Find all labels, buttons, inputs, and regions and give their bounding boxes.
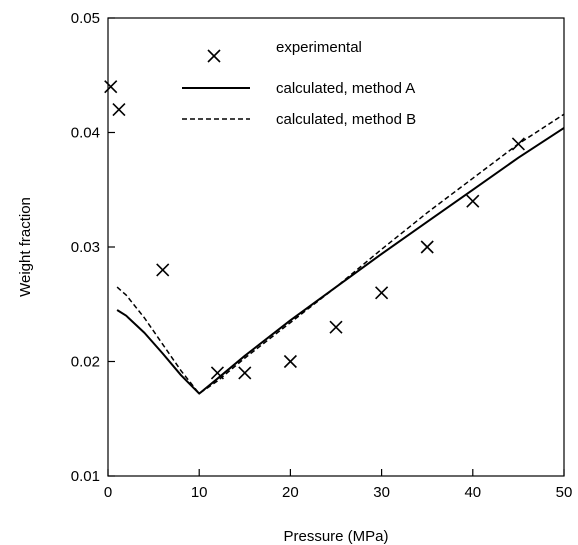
x-tick-label: 30 bbox=[373, 484, 390, 501]
x-tick-label: 40 bbox=[464, 484, 481, 501]
legend-swatch-experimental bbox=[207, 49, 221, 63]
x-tick-label: 10 bbox=[191, 484, 208, 501]
legend-entry-method-a: calculated, method A bbox=[182, 80, 415, 97]
method-a-line bbox=[116, 127, 565, 395]
legend-label-experimental: experimental bbox=[276, 39, 362, 56]
y-tick-label: 0.03 bbox=[71, 239, 100, 256]
x-tick-label: 50 bbox=[556, 484, 573, 501]
experimental-point bbox=[329, 320, 343, 334]
x-axis-label: Pressure (MPa) bbox=[283, 528, 388, 545]
experimental-point bbox=[283, 354, 297, 369]
y-tick-label: 0.04 bbox=[71, 125, 100, 142]
experimental-point bbox=[112, 103, 126, 117]
experimental-point bbox=[420, 240, 434, 254]
x-tick-label: 20 bbox=[282, 484, 299, 501]
x-axis-ticks: 0 10 20 30 40 50 bbox=[104, 469, 573, 501]
method-b-line bbox=[116, 113, 565, 395]
y-axis-ticks: 0.01 0.02 0.03 0.04 0.05 bbox=[71, 10, 115, 485]
y-tick-label: 0.02 bbox=[71, 354, 100, 371]
legend-label-method-a: calculated, method A bbox=[276, 80, 415, 97]
y-tick-label: 0.01 bbox=[71, 468, 100, 485]
experimental-point bbox=[238, 366, 252, 380]
experimental-point bbox=[375, 286, 389, 300]
legend-label-method-b: calculated, method B bbox=[276, 111, 416, 128]
experimental-point bbox=[466, 194, 480, 208]
legend-entry-method-b: calculated, method B bbox=[182, 111, 416, 128]
y-tick-label: 0.05 bbox=[71, 10, 100, 27]
y-axis-label: Weight fraction bbox=[17, 197, 34, 297]
x-tick-label: 0 bbox=[104, 484, 112, 501]
experimental-point bbox=[156, 263, 170, 277]
series-layer bbox=[104, 80, 565, 395]
legend-entry-experimental: experimental bbox=[207, 39, 362, 63]
experimental-point bbox=[104, 80, 118, 94]
legend: experimental calculated, method A calcul… bbox=[182, 39, 416, 128]
